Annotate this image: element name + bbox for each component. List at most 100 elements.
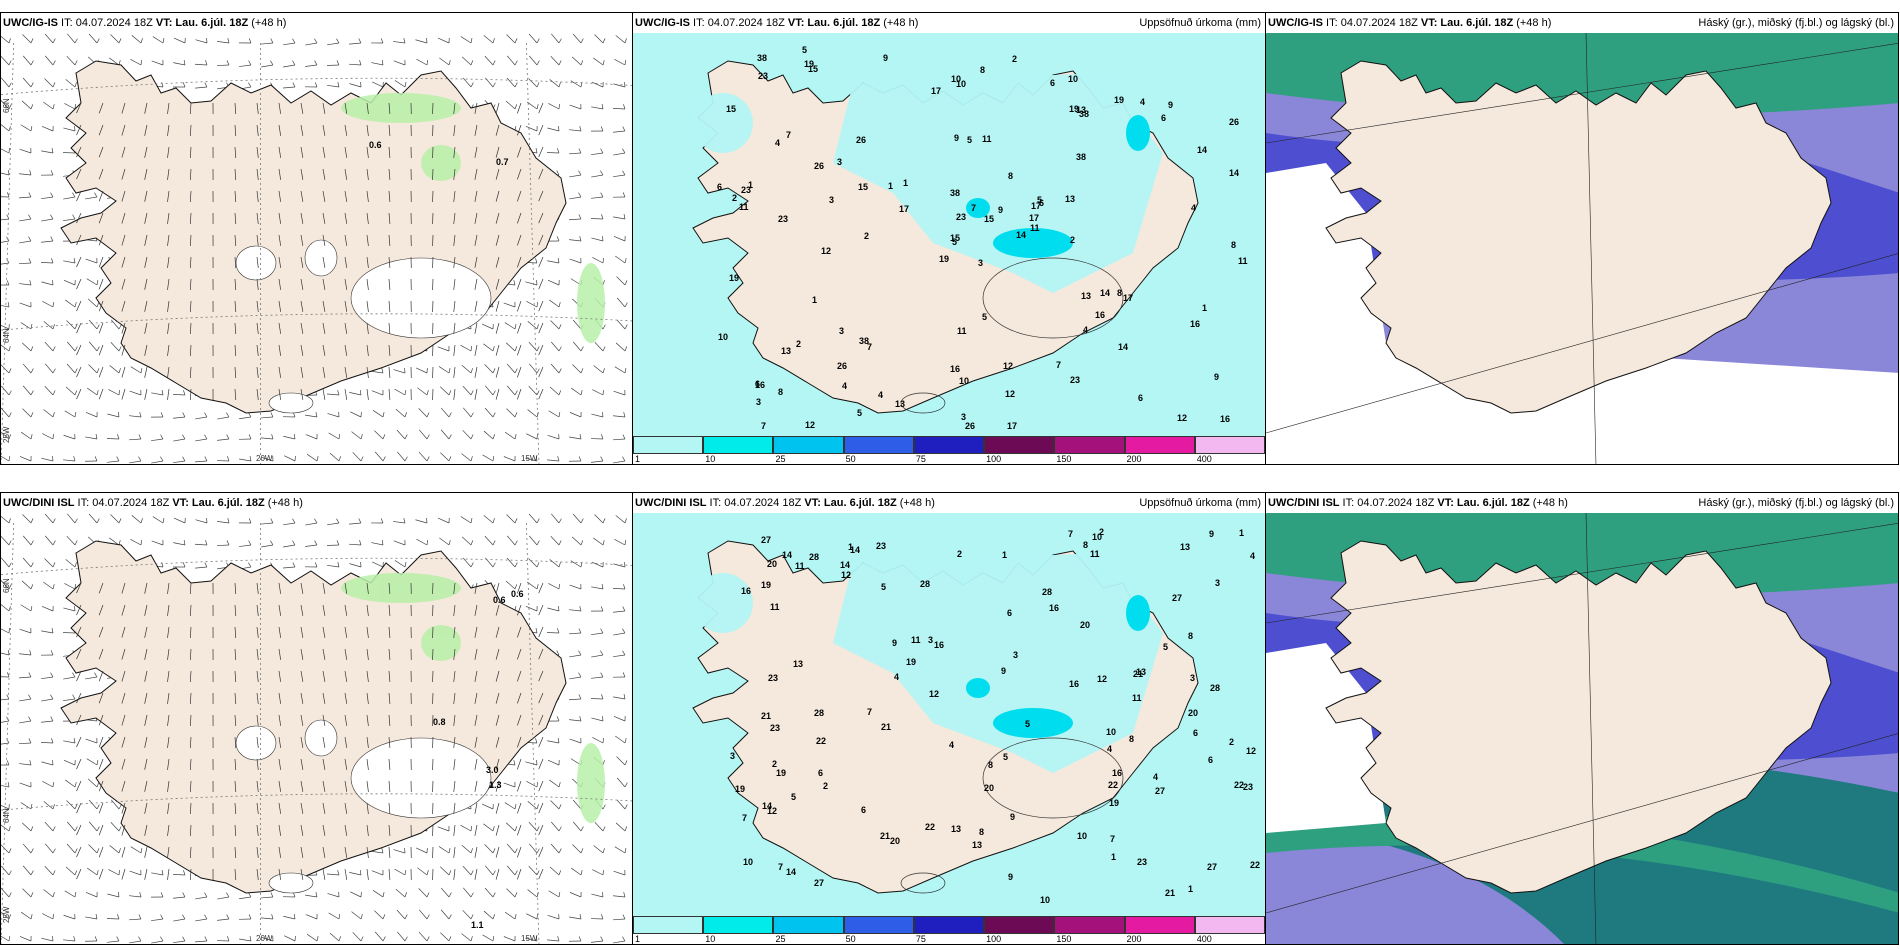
precip-value-label: 6 [755, 379, 760, 389]
wind-value-label: 3.0 [486, 765, 499, 775]
precip-value-label: 21 [881, 722, 891, 732]
precip-value-label: 4 [1107, 744, 1112, 754]
precip-value-label: 22 [1234, 780, 1244, 790]
precip-value-label: 6 [861, 805, 866, 815]
wind-value-label: 0.6 [493, 595, 506, 605]
precip-value-label: 3 [1190, 673, 1195, 683]
legend-label: 400 [1196, 934, 1212, 944]
panel-p1: 66N 64N 25W 20W 15W 0.6 0.7 UWC/IG-IS IT: 04.07… [0, 12, 633, 465]
precip-value-label: 2 [796, 339, 801, 349]
precip-value-label: 8 [1129, 734, 1134, 744]
legend-swatch [913, 916, 985, 934]
precip-legend: 1 10 25 50 75 100 150 200 400 [633, 916, 1265, 944]
precip-value-label: 20 [890, 836, 900, 846]
panel-header: UWC/DINI ISL IT: 04.07.2024 18Z VT: Lau.… [635, 495, 1261, 511]
precip-value-label: 16 [755, 380, 765, 390]
precip-value-label: 11 [1090, 549, 1100, 559]
precip-value-label: 26 [837, 361, 847, 371]
legend-swatch [703, 916, 774, 934]
precip-value-label: 4 [842, 381, 847, 391]
precip-value-label: 6 [1050, 78, 1055, 88]
precip-value-label: 6 [1007, 608, 1012, 618]
precip-value-label: 20 [767, 559, 777, 569]
precip-value-label: 7 [778, 862, 783, 872]
precip-value-label: 16 [1190, 319, 1200, 329]
legend-label: 50 [845, 454, 856, 464]
panel-header: UWC/IG-IS IT: 04.07.2024 18Z VT: Lau. 6.… [635, 15, 1261, 31]
precip-value-label: 4 [878, 390, 883, 400]
precip-value-label: 3 [837, 157, 842, 167]
legend-swatch [633, 916, 704, 934]
precip-value-label: 1 [1239, 528, 1244, 538]
precip-value-label: 21 [880, 831, 890, 841]
precip-value-label: 21 [1133, 669, 1143, 679]
precip-value-label: 23 [876, 541, 886, 551]
precip-value-label: 11 [795, 561, 805, 571]
panel-title: UWC/DINI ISL IT: 04.07.2024 18Z VT: Lau.… [3, 497, 303, 509]
axis-label-25w: 25W [2, 906, 11, 923]
precip-value-label: 4 [894, 672, 899, 682]
precip-value-label: 28 [1042, 587, 1052, 597]
precip-value-label: 22 [925, 822, 935, 832]
precip-value-label: 4 [1250, 551, 1255, 561]
precip-value-label: 1 [812, 295, 817, 305]
precip-value-label: 10 [951, 74, 961, 84]
legend-label: 75 [915, 454, 926, 464]
precip-value-label: 3 [839, 326, 844, 336]
precip-value-label: 8 [1188, 631, 1193, 641]
precip-value-label: 5 [1025, 719, 1030, 729]
precip-value-label: 3 [730, 751, 735, 761]
precip-value-label: 7 [1056, 360, 1061, 370]
precip-value-label: 38 [950, 188, 960, 198]
precip-value-label: 14 [782, 550, 792, 560]
precip-value-label: 7 [971, 203, 976, 213]
precip-value-label: 27 [1155, 786, 1165, 796]
axis-label-20w: 20W [256, 454, 273, 463]
precip-value-label: 17 [1031, 201, 1041, 211]
panel-p6: UWC/DINI ISL IT: 04.07.2024 18Z VT: Lau.… [1265, 492, 1899, 945]
wind-value-label: 0.6 [369, 140, 382, 150]
legend-label: 10 [705, 454, 716, 464]
glaciers [235, 239, 492, 414]
precip-value-label: 7 [742, 813, 747, 823]
axis-label-64n: 64N [2, 328, 11, 343]
wind-value-label: 1.1 [471, 920, 484, 930]
precip-value-label: 6 [1138, 393, 1143, 403]
precip-value-label: 16 [741, 586, 751, 596]
precip-patches [341, 573, 605, 823]
precip-value-label: 7 [867, 707, 872, 717]
precip-value-label: 11 [1238, 256, 1248, 266]
wind-value-label: 0.7 [496, 157, 509, 167]
precip-value-label: 13 [972, 840, 982, 850]
precip-value-label: 16 [1112, 768, 1122, 778]
precip-value-label: 20 [1188, 708, 1198, 718]
precip-value-label: 3 [961, 412, 966, 422]
precip-value-label: 23 [741, 185, 751, 195]
glaciers [235, 719, 492, 894]
precip-value-label: 8 [778, 387, 783, 397]
precip-value-label: 13 [895, 399, 905, 409]
precip-value-label: 6 [1161, 113, 1166, 123]
precip-value-label: 2 [1099, 527, 1104, 537]
precip-value-label: 15 [726, 104, 736, 114]
legend-swatch [984, 916, 1055, 934]
panel-title: UWC/IG-IS IT: 04.07.2024 18Z VT: Lau. 6.… [3, 17, 287, 29]
precip-value-label: 12 [1003, 361, 1013, 371]
precip-value-label: 2 [732, 193, 737, 203]
precip-legend: 1 10 25 50 75 100 150 200 400 [633, 436, 1265, 464]
precip-value-label: 7 [1068, 529, 1073, 539]
precip-value-label: 9 [998, 205, 1003, 215]
precip-value-label: 7 [867, 342, 872, 352]
precip-value-label: 8 [1117, 288, 1122, 298]
precip-value-label: 14 [1100, 288, 1110, 298]
precip-value-label: 23 [758, 71, 768, 81]
precip-value-label: 9 [892, 638, 897, 648]
precip-value-label: 21 [761, 711, 771, 721]
precip-value-label: 14 [840, 560, 850, 570]
precip-value-label: 17 [899, 204, 909, 214]
precip-value-label: 23 [770, 723, 780, 733]
precip-value-label: 2 [864, 231, 869, 241]
precip-value-label: 10 [1040, 895, 1050, 905]
precip-value-label: 12 [1005, 389, 1015, 399]
legend-swatch [843, 436, 914, 454]
